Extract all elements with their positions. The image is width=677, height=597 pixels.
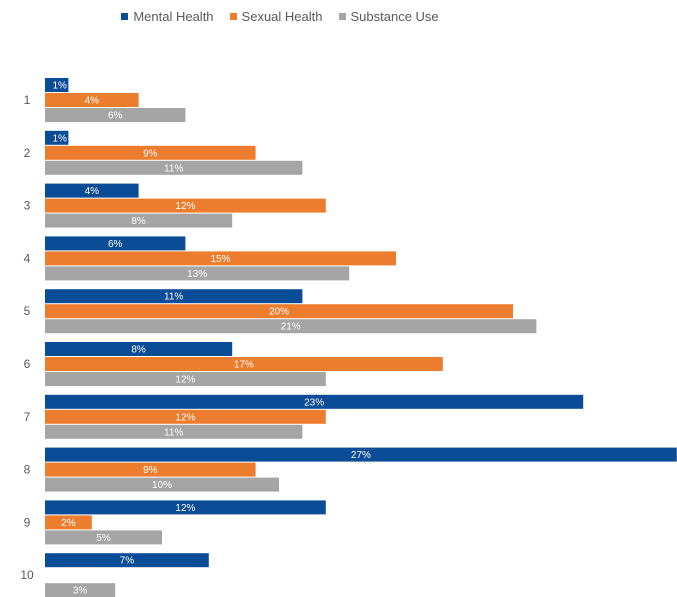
bar-sexual-health [45, 462, 256, 477]
data-label-sexual-health: 2% [61, 518, 76, 529]
legend-swatch-substance-use [338, 13, 346, 20]
data-label-substance-use: 10% [152, 480, 172, 491]
data-label-sexual-health: 20% [269, 307, 289, 318]
data-label-mental-health: 7% [120, 556, 135, 567]
bar-sexual-health [45, 357, 443, 371]
data-label-sexual-health: 9% [143, 148, 158, 159]
legend-swatch-sexual-health [229, 13, 237, 20]
bar-substance-use [45, 372, 326, 386]
data-label-sexual-health: 9% [143, 465, 158, 476]
legend-item-substance-use: Substance Use [338, 9, 439, 24]
data-label-sexual-health: 12% [175, 412, 195, 423]
bar-sexual-health [45, 93, 139, 107]
bar-mental-health [45, 342, 233, 356]
data-label-sexual-health: 17% [234, 360, 254, 371]
bar-sexual-health [45, 304, 513, 319]
bar-mental-health [45, 500, 326, 515]
category-label: 2 [24, 146, 31, 160]
bar-substance-use [45, 319, 537, 334]
data-label-substance-use: 3% [73, 586, 88, 597]
data-label-substance-use: 11% [164, 163, 183, 174]
category-label: 9 [24, 515, 31, 529]
data-label-substance-use: 21% [281, 322, 301, 333]
bar-sexual-health [45, 515, 92, 530]
bar-mental-health [45, 78, 69, 92]
bar-mental-health [45, 236, 186, 251]
category-label: 7 [24, 410, 31, 424]
bar-substance-use [45, 477, 279, 492]
legend-swatch-mental-health [121, 13, 129, 20]
data-label-mental-health: 1% [52, 133, 67, 144]
bar-mental-health [45, 183, 139, 198]
legend-label-sexual-health: Sexual Health [241, 9, 323, 24]
data-label-substance-use: 6% [108, 111, 123, 122]
category-label: 1 [24, 93, 31, 107]
data-label-sexual-health: 12% [175, 201, 195, 212]
category-label: 3 [24, 199, 31, 213]
bar-sexual-health [45, 145, 256, 160]
chart-legend: Mental Health Sexual Health Substance Us… [0, 9, 560, 24]
data-label-mental-health: 1% [52, 81, 67, 92]
data-label-substance-use: 12% [175, 375, 195, 386]
bar-substance-use [45, 266, 350, 281]
bar-mental-health [45, 447, 677, 462]
data-label-substance-use: 5% [96, 533, 111, 544]
data-label-mental-health: 11% [164, 292, 183, 303]
bar-sexual-health [45, 198, 326, 213]
bar-substance-use [45, 213, 233, 228]
data-label-mental-health: 27% [351, 450, 371, 461]
data-label-substance-use: 11% [164, 427, 183, 438]
data-label-substance-use: 8% [131, 216, 146, 227]
category-label: 5 [24, 304, 31, 318]
legend-label-substance-use: Substance Use [350, 9, 439, 24]
data-label-sexual-health: 4% [85, 96, 100, 107]
data-label-sexual-health: 15% [210, 254, 230, 265]
category-label: 4 [24, 251, 31, 265]
bar-substance-use [45, 530, 162, 545]
legend-item-sexual-health: Sexual Health [229, 9, 323, 24]
legend-label-mental-health: Mental Health [133, 9, 214, 24]
bar-mental-health [45, 289, 303, 304]
bar-substance-use [45, 583, 116, 597]
category-label: 8 [24, 463, 31, 477]
bar-substance-use [45, 160, 303, 175]
bar-mental-health [45, 130, 69, 145]
bar-mental-health [45, 394, 584, 409]
data-label-mental-health: 4% [85, 186, 100, 197]
data-label-mental-health: 12% [175, 503, 195, 514]
bar-substance-use [45, 108, 186, 122]
bar-sexual-health [45, 409, 326, 424]
legend-item-mental-health: Mental Health [121, 9, 214, 24]
category-label: 10 [20, 568, 34, 582]
data-label-mental-health: 8% [131, 345, 146, 356]
bar-mental-health [45, 553, 209, 568]
bar-substance-use [45, 424, 303, 439]
bar-sexual-health [45, 251, 396, 266]
data-label-substance-use: 13% [187, 269, 207, 280]
category-label: 6 [24, 357, 31, 371]
data-label-mental-health: 23% [304, 397, 324, 408]
data-label-mental-health: 6% [108, 239, 123, 250]
